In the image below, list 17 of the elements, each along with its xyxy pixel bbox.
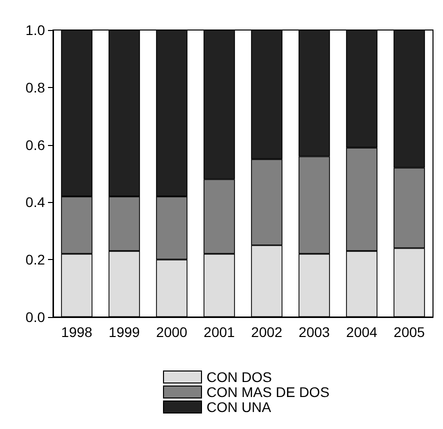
x-tick-label: 2002 bbox=[251, 324, 283, 340]
x-tick-label: 1999 bbox=[108, 324, 140, 340]
x-tick-label: 2003 bbox=[298, 324, 330, 340]
x-tick-label: 2005 bbox=[394, 324, 426, 340]
y-tick-label: 0.8 bbox=[26, 79, 46, 96]
legend-label: CON DOS bbox=[206, 369, 272, 385]
y-tick-label: 0.2 bbox=[26, 252, 46, 268]
legend-label: CON UNA bbox=[206, 399, 272, 415]
y-tick-label: 0.4 bbox=[26, 194, 46, 210]
legend-label: CON MAS DE DOS bbox=[206, 384, 330, 400]
y-tick-label: 1.0 bbox=[26, 22, 46, 38]
x-tick-label: 2004 bbox=[346, 324, 378, 340]
y-tick-label: 0.6 bbox=[26, 136, 46, 153]
x-tick-label: 1998 bbox=[61, 324, 93, 340]
x-tick-label: 2000 bbox=[156, 324, 188, 340]
x-tick-label: 2001 bbox=[204, 324, 236, 340]
y-tick-label: 0.0 bbox=[26, 309, 46, 325]
